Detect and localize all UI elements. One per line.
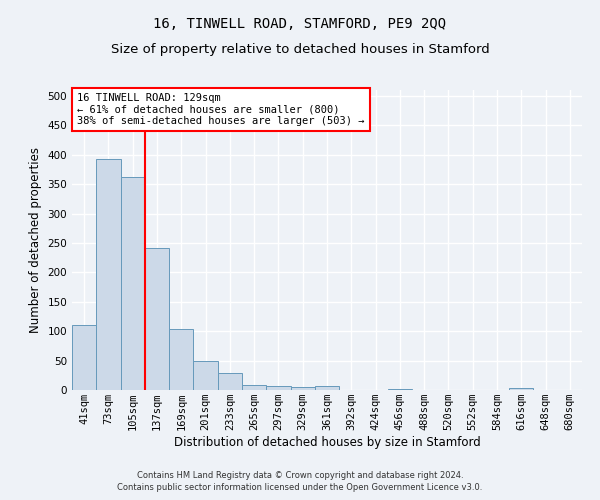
Bar <box>242 384 266 390</box>
Text: 16, TINWELL ROAD, STAMFORD, PE9 2QQ: 16, TINWELL ROAD, STAMFORD, PE9 2QQ <box>154 18 446 32</box>
Y-axis label: Number of detached properties: Number of detached properties <box>29 147 42 333</box>
X-axis label: Distribution of detached houses by size in Stamford: Distribution of detached houses by size … <box>173 436 481 449</box>
Bar <box>193 361 218 390</box>
Bar <box>145 248 169 390</box>
Bar <box>169 330 193 390</box>
Bar <box>290 387 315 390</box>
Text: 16 TINWELL ROAD: 129sqm
← 61% of detached houses are smaller (800)
38% of semi-d: 16 TINWELL ROAD: 129sqm ← 61% of detache… <box>77 93 365 126</box>
Bar <box>121 177 145 390</box>
Bar <box>96 159 121 390</box>
Bar <box>509 388 533 390</box>
Bar <box>218 373 242 390</box>
Bar <box>388 389 412 390</box>
Text: Contains HM Land Registry data © Crown copyright and database right 2024.
Contai: Contains HM Land Registry data © Crown c… <box>118 471 482 492</box>
Bar <box>72 326 96 390</box>
Text: Size of property relative to detached houses in Stamford: Size of property relative to detached ho… <box>110 42 490 56</box>
Bar <box>315 386 339 390</box>
Bar <box>266 386 290 390</box>
